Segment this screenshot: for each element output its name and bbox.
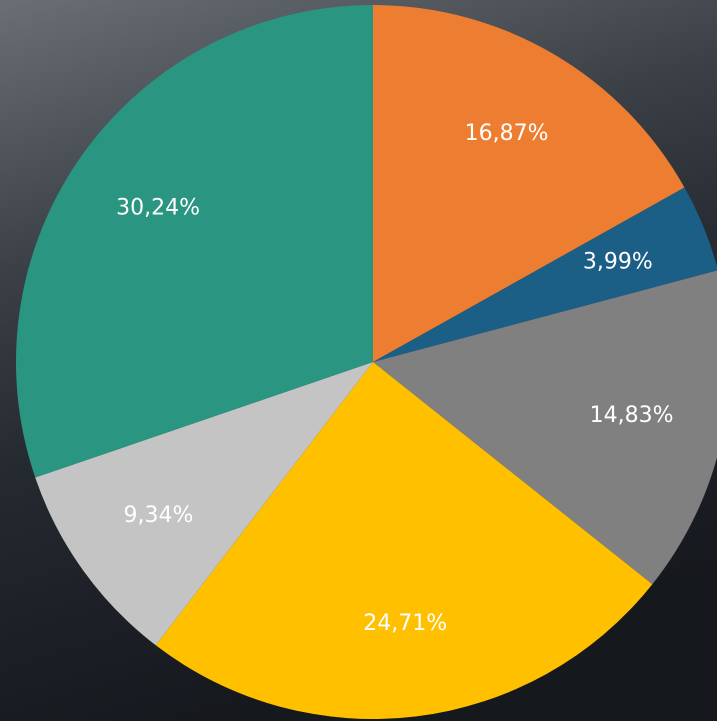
data-label: 24,71% [363,611,447,636]
slice [155,362,653,719]
slice [373,187,717,362]
data-label: 16,87% [465,121,549,146]
slice [15,5,373,478]
data-label: 9,34% [124,503,194,528]
slice [373,270,717,585]
slice [35,362,373,646]
data-label: 14,83% [590,403,674,428]
pie [15,5,717,719]
data-label: 3,99% [583,250,653,275]
data-label: 30,24% [116,195,200,220]
slice [373,5,685,362]
